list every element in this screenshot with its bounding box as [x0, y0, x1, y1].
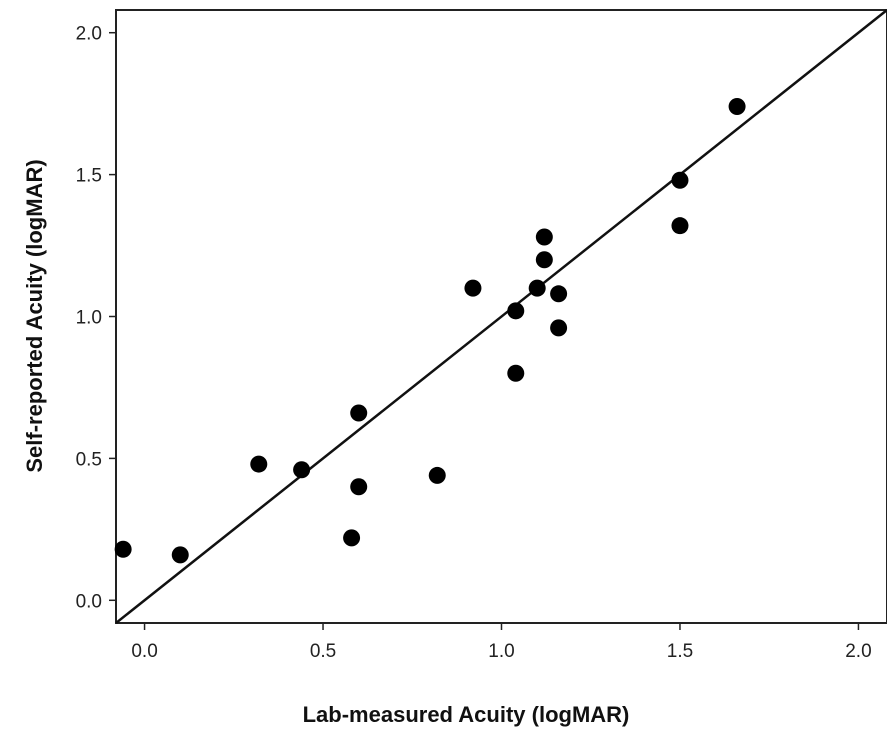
- data-point: [671, 217, 689, 235]
- data-point: [550, 319, 568, 337]
- data-point: [550, 285, 568, 303]
- y-axis-ticks: 0.0 0.5 1.0 1.5 2.0: [76, 24, 116, 612]
- data-point: [171, 546, 189, 564]
- data-point: [507, 302, 525, 320]
- data-point: [464, 279, 482, 297]
- x-tick-label: 0.5: [310, 641, 336, 662]
- data-point: [671, 171, 689, 189]
- x-tick-label: 0.0: [131, 641, 157, 662]
- data-point: [535, 251, 553, 269]
- x-axis-ticks: 0.0 0.5 1.0 1.5 2.0: [131, 623, 872, 662]
- x-axis-title: Lab-measured Acuity (logMAR): [303, 702, 630, 727]
- data-point: [114, 540, 132, 558]
- data-point: [528, 279, 546, 297]
- x-tick-label: 2.0: [845, 641, 871, 662]
- data-point: [250, 455, 268, 473]
- y-axis-title: Self-reported Acuity (logMAR): [22, 159, 47, 472]
- data-point: [293, 461, 311, 479]
- y-tick-label: 1.5: [76, 166, 102, 187]
- x-tick-label: 1.0: [488, 641, 514, 662]
- y-tick-label: 2.0: [76, 24, 102, 45]
- x-tick-label: 1.5: [667, 641, 693, 662]
- data-point: [728, 97, 746, 115]
- data-point: [350, 404, 368, 422]
- data-point: [535, 228, 553, 246]
- data-point: [343, 529, 361, 547]
- reference-line: [115, 9, 887, 624]
- data-point: [350, 478, 368, 496]
- y-tick-label: 1.0: [76, 308, 102, 329]
- y-tick-label: 0.0: [76, 591, 102, 612]
- y-tick-label: 0.5: [76, 449, 102, 470]
- data-points: [114, 97, 746, 564]
- data-point: [507, 364, 525, 382]
- data-point: [428, 466, 446, 484]
